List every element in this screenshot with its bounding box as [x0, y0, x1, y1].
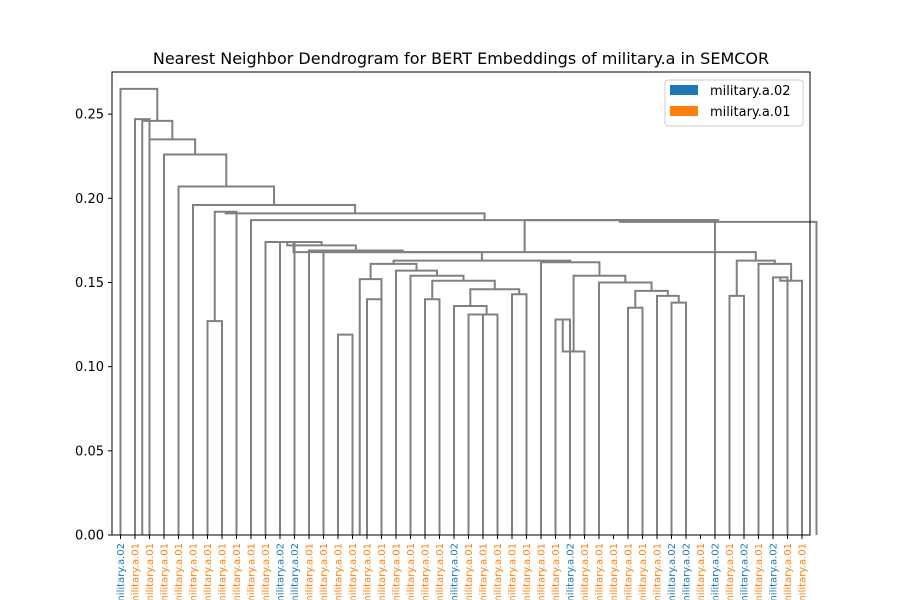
legend-label-military-a-01: military.a.01	[710, 105, 791, 120]
leaf-label: military.a.02	[740, 543, 751, 600]
leaf-label: military.a.02	[667, 543, 678, 600]
leaf-label: military.a.02	[290, 543, 301, 600]
y-tick-label: 0.05	[75, 444, 104, 459]
legend-swatch-military-a-01	[670, 106, 698, 116]
leaf-label: military.a.01	[798, 543, 809, 600]
y-tick-label: 0.15	[75, 276, 104, 291]
dendrogram-link	[779, 277, 803, 535]
leaf-label: military.a.01	[421, 543, 432, 600]
leaf-label: military.a.01	[160, 543, 171, 600]
dendrogram-link	[286, 242, 357, 251]
leaf-label: military.a.01	[551, 543, 562, 600]
dendrogram-link	[598, 281, 653, 535]
leaf-label: military.a.01	[348, 543, 359, 600]
leaf-label: military.a.01	[218, 543, 229, 600]
y-tick-label: 0.20	[75, 192, 104, 207]
leaf-label: military.a.02	[769, 543, 780, 600]
leaf-label: military.a.01	[363, 543, 374, 600]
dendrogram-link	[337, 333, 354, 535]
dendrogram-link	[540, 261, 601, 535]
leaf-label: military.a.01	[479, 543, 490, 600]
leaf-label: military.a.01	[392, 543, 403, 600]
leaf-label: military.a.01	[725, 543, 736, 600]
dendrogram-link	[634, 289, 669, 308]
leaf-label: military.a.01	[508, 543, 519, 600]
leaf-label: military.a.02	[450, 543, 461, 600]
leaf-label: military.a.01	[580, 543, 591, 600]
y-tick-label: 0.10	[75, 360, 104, 375]
leaf-label: military.a.02	[116, 543, 127, 600]
chart-title: Nearest Neighbor Dendrogram for BERT Emb…	[153, 49, 769, 68]
leaf-label: military.a.01	[334, 543, 345, 600]
leaf-label: military.a.01	[493, 543, 504, 600]
dendrogram-link	[119, 87, 159, 535]
leaf-label: military.a.01	[232, 543, 243, 600]
y-axis: 0.00 0.05 0.10 0.15 0.20 0.25	[75, 108, 112, 544]
leaf-label: military.a.01	[377, 543, 388, 600]
leaf-label: military.a.01	[145, 543, 156, 600]
dendrogram-link	[369, 262, 418, 280]
leaf-label: military.a.01	[696, 543, 707, 600]
dendrogram-link	[656, 294, 680, 535]
leaf-label: military.a.01	[435, 543, 446, 600]
dendrogram-link	[264, 241, 323, 535]
leaf-label: military.a.01	[522, 543, 533, 600]
dendrogram-link	[431, 279, 496, 300]
leaf-label: military.a.01	[783, 543, 794, 600]
legend-swatch-military-a-02	[670, 85, 698, 95]
dendrogram-link	[561, 319, 586, 535]
legend: military.a.02 military.a.01	[664, 79, 804, 127]
y-tick-label: 0.00	[75, 529, 104, 544]
leaf-label: military.a.01	[174, 543, 185, 600]
leaf-label: military.a.01	[189, 543, 200, 600]
leaf-label: military.a.01	[754, 543, 765, 600]
leaf-label: military.a.01	[406, 543, 417, 600]
leaf-label: military.a.01	[261, 543, 272, 600]
leaf-label: military.a.01	[203, 543, 214, 600]
legend-box	[664, 79, 804, 127]
leaf-label: military.a.01	[247, 543, 258, 600]
dendrogram-link	[757, 262, 793, 535]
dendrogram-links	[119, 87, 818, 535]
y-tick-label: 0.25	[75, 108, 104, 123]
dendrogram-link	[728, 294, 745, 535]
leaf-label: military.a.01	[464, 543, 475, 600]
leaf-label: military.a.02	[276, 543, 287, 600]
leaf-label: military.a.01	[131, 543, 142, 600]
leaf-label: military.a.02	[711, 543, 722, 600]
plot-frame	[111, 71, 811, 536]
dendrogram-link	[475, 313, 499, 535]
dendrogram-link	[424, 298, 441, 535]
legend-label-military-a-02: military.a.02	[710, 84, 791, 99]
leaf-labels: military.a.02 military.a.01 military.a.01 m…	[116, 535, 809, 600]
leaf-label: military.a.01	[319, 543, 330, 600]
leaf-label: military.a.01	[624, 543, 635, 600]
leaf-label: military.a.01	[653, 543, 664, 600]
leaf-label: military.a.01	[609, 543, 620, 600]
leaf-label: military.a.02	[566, 543, 577, 600]
leaf-label: military.a.01	[638, 543, 649, 600]
leaf-label: military.a.01	[537, 543, 548, 600]
leaf-label: military.a.01	[595, 543, 606, 600]
leaf-label: military.a.02	[682, 543, 693, 600]
leaf-label: military.a.01	[305, 543, 316, 600]
dendrogram-link	[134, 118, 151, 535]
